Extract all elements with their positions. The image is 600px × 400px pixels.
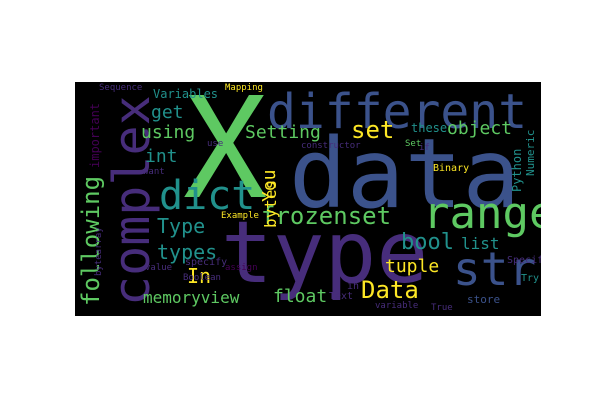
word-these: these [411, 121, 448, 135]
word-store: store [467, 293, 501, 306]
word-x: X [183, 82, 268, 231]
word-get: get [151, 102, 184, 123]
word-frozenset: frozenset [261, 202, 392, 230]
word-assign: assign [225, 263, 258, 273]
word-binary: Binary [433, 163, 470, 174]
word-if: if [419, 143, 430, 153]
word-object: object [447, 118, 513, 139]
word-variables: Variables [153, 87, 219, 101]
word-text: Text [329, 291, 354, 302]
word-dict: dict [159, 173, 256, 219]
word-variable: variable [375, 301, 419, 311]
word-true: True [431, 303, 453, 313]
word-boolean: Boolean [183, 273, 221, 283]
word-types: types [157, 240, 218, 264]
word-value: value [145, 263, 173, 273]
word-tuple: tuple [385, 256, 440, 277]
word-bool: bool [401, 230, 454, 255]
word-mapping: Mapping [225, 83, 263, 93]
word-specify: specify [185, 257, 228, 268]
word-use: use [207, 139, 224, 149]
word-constructor: constructor [301, 141, 361, 151]
word-str: str [453, 242, 537, 296]
word-want: want [143, 167, 165, 177]
word-bytearray: bytearray [94, 227, 104, 276]
word-using: using [141, 122, 196, 143]
word-example: Example [221, 211, 259, 221]
word-bytes: bytes [261, 179, 280, 228]
word-python: Python [510, 148, 524, 192]
word-list: list [461, 234, 500, 253]
word-type-cap: Type [157, 214, 206, 238]
word-data-cap: Data [361, 276, 419, 304]
word-int: int [145, 146, 178, 167]
word-in-low: in [347, 281, 360, 292]
word-setting: Setting [245, 122, 321, 143]
word-sequence: Sequence [99, 83, 143, 93]
word-memoryview: memoryview [143, 288, 240, 307]
word-data: data [289, 118, 521, 230]
word-in-cap: In [187, 264, 212, 288]
word-type: type [221, 203, 429, 303]
word-specific: Specific [507, 255, 541, 266]
word-set: set [351, 116, 395, 144]
word-cloud: X different data complex type range dict… [75, 82, 541, 316]
word-try: Try [521, 273, 540, 284]
word-set-cap: Set [405, 139, 422, 149]
word-important: important [88, 102, 102, 168]
word-range: range [423, 188, 541, 239]
word-numeric: Numeric [524, 129, 537, 176]
word-different: different [267, 84, 528, 140]
word-float: float [273, 286, 328, 307]
